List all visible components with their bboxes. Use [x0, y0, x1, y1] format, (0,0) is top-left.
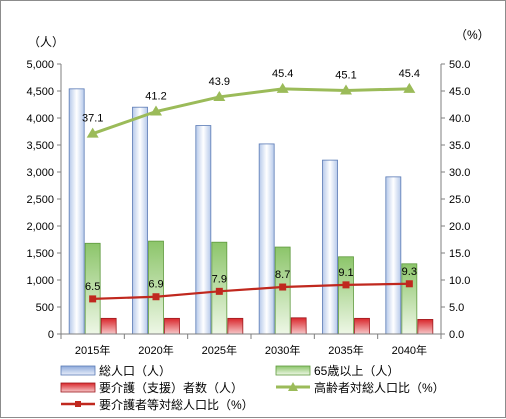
left-tick-label: 0: [48, 329, 54, 341]
legend-swatch-elder: [275, 365, 311, 376]
bar-care-recipients: [290, 317, 307, 335]
left-tick-label: 5,000: [26, 59, 54, 71]
x-tick-label: 2030年: [265, 343, 300, 357]
right-tick-label: 30.0: [449, 167, 470, 179]
left-tick-label: 1,500: [26, 248, 54, 260]
left-tick-label: 2,500: [26, 194, 54, 206]
x-tick-label: 2035年: [328, 343, 363, 357]
bar-total-population: [258, 143, 275, 335]
legend-swatch-care: [60, 382, 96, 393]
marker-elder-ratio: [340, 84, 352, 95]
left-tick-label: 2,000: [26, 221, 54, 233]
data-label-care-ratio: 9.3: [402, 266, 417, 278]
bar-total-population: [132, 106, 148, 335]
right-tick-label: 45.0: [449, 86, 470, 98]
data-label-elder-ratio: 45.4: [272, 68, 293, 80]
bar-care-recipients: [417, 319, 434, 335]
left-tick-label: 1,000: [26, 275, 54, 287]
legend: 総人口（人） 65歳以上（人） 要介護（支援）者数（人） 高齢者対総人口比（%）…: [60, 364, 445, 412]
legend-label-elder-ratio: 高齢者対総人口比（%）: [314, 380, 445, 395]
x-axis-ticks: 2015年 2020年 2025年 2030年 2035年 2040年: [60, 334, 442, 357]
data-label-care-ratio: 9.1: [338, 267, 353, 279]
right-tick-label: 40.0: [449, 113, 470, 125]
axes: [60, 64, 442, 335]
marker-care-ratio: [342, 281, 350, 289]
legend-marker-elder-ratio: [288, 382, 298, 391]
right-tick-label: 10.0: [449, 275, 470, 287]
data-label-elder-ratio: 41.2: [145, 91, 166, 103]
bar-care-recipients: [227, 317, 244, 335]
right-axis-unit: （%）: [455, 28, 490, 42]
legend-label-care-ratio: 要介護者等対総人口比（%）: [99, 397, 254, 412]
x-tick-label: 2020年: [138, 343, 173, 357]
left-tick-label: 4,000: [26, 113, 54, 125]
bar-care-recipients: [100, 317, 117, 335]
marker-elder-ratio: [86, 127, 99, 138]
bar-total-population: [195, 125, 212, 335]
data-label-care-ratio: 6.9: [148, 279, 163, 291]
right-tick-label: 0.0: [449, 329, 464, 341]
data-label-care-ratio: 6.5: [85, 281, 100, 293]
line-elder-ratio: [92, 87, 410, 136]
right-tick-label: 20.0: [449, 221, 470, 233]
bar-total-population: [68, 88, 85, 335]
marker-care-ratio: [405, 280, 413, 288]
marker-care-ratio: [152, 293, 160, 301]
bar-total-population: [385, 176, 402, 335]
data-label-elder-ratio: 37.1: [82, 113, 103, 125]
left-axis-ticks: 0 500 1,000 1,500 2,000 2,500 3,000 3,500 4,000 4…: [26, 59, 61, 341]
marker-care-ratio: [215, 287, 223, 295]
left-tick-label: 4,500: [26, 86, 54, 98]
right-tick-label: 35.0: [449, 140, 470, 152]
legend-swatch-total: [60, 365, 96, 376]
bar-care-recipients: [354, 317, 370, 335]
data-label-care-ratio: 7.9: [212, 273, 227, 285]
legend-label-elder: 65歳以上（人）: [314, 364, 399, 378]
right-tick-label: 5.0: [449, 302, 464, 314]
x-tick-label: 2040年: [392, 343, 427, 357]
left-tick-label: 3,500: [26, 140, 54, 152]
marker-elder-ratio: [403, 82, 416, 93]
left-tick-label: 3,000: [26, 167, 54, 179]
right-tick-label: 15.0: [449, 248, 470, 260]
x-tick-label: 2025年: [202, 343, 237, 357]
marker-elder-ratio: [150, 105, 162, 116]
data-label-elder-ratio: 45.1: [335, 69, 356, 81]
bars: [68, 88, 434, 335]
right-tick-label: 50.0: [449, 59, 470, 71]
bar-elderly-65plus: [274, 246, 291, 335]
marker-care-ratio: [89, 295, 97, 303]
marker-elder-ratio: [276, 82, 289, 93]
right-tick-label: 25.0: [449, 194, 470, 206]
lines: 37.1 41.2 43.9 45.4 45.1 45.4 6.5 6.9 7.9 8.7 9.1 9…: [82, 68, 420, 303]
data-label-elder-ratio: 45.4: [399, 68, 420, 80]
marker-care-ratio: [279, 283, 287, 291]
bar-total-population: [322, 159, 338, 335]
line-care-ratio: [92, 282, 410, 300]
data-label-elder-ratio: 43.9: [209, 76, 230, 88]
data-label-care-ratio: 8.7: [275, 269, 290, 281]
left-tick-label: 500: [36, 302, 54, 314]
marker-elder-ratio: [213, 90, 226, 101]
legend-label-care: 要介護（支援）者数（人）: [99, 380, 243, 395]
right-axis-ticks: 0.0 5.0 10.0 15.0 20.0 25.0 30.0 35.0 40.0 45.0 50…: [441, 59, 470, 341]
legend-marker-care-ratio: [75, 401, 81, 407]
legend-label-total: 総人口（人）: [99, 364, 171, 378]
bar-care-recipients: [164, 317, 180, 335]
left-axis-unit: （人）: [28, 35, 64, 49]
x-tick-label: 2015年: [75, 343, 110, 357]
